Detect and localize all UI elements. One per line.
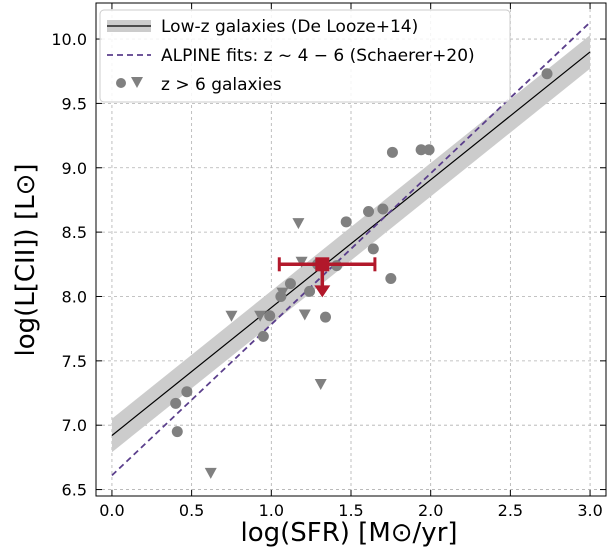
y-tick-label: 8.5 bbox=[62, 223, 87, 242]
x-tick-label: 0.5 bbox=[179, 501, 204, 520]
detection-point bbox=[284, 278, 296, 290]
y-tick-label: 7.5 bbox=[62, 352, 87, 371]
legend-label-low-z: Low-z galaxies (De Looze+14) bbox=[161, 17, 418, 37]
x-tick-label: 1.5 bbox=[338, 501, 363, 520]
detection-point bbox=[181, 386, 193, 398]
legend-triangle-marker bbox=[131, 77, 143, 88]
legend-label-alpine: ALPINE fits: z ~ 4 − 6 (Schaerer+20) bbox=[161, 46, 475, 66]
highlight-upper-limit-arrow bbox=[314, 285, 331, 298]
y-axis-label: log(L[CII]) [L⊙] bbox=[11, 163, 41, 356]
y-tick-label: 7.0 bbox=[62, 416, 87, 435]
detection-point bbox=[257, 330, 269, 342]
upper-limit-point bbox=[276, 287, 289, 299]
legend: Low-z galaxies (De Looze+14) ALPINE fits… bbox=[99, 9, 511, 103]
legend-item-z6: z > 6 galaxies bbox=[116, 75, 282, 95]
x-tick-label: 1.0 bbox=[259, 501, 284, 520]
detection-point bbox=[367, 243, 379, 255]
upper-limit-point bbox=[204, 467, 217, 479]
x-tick-label: 2.5 bbox=[498, 501, 523, 520]
x-tick-label: 3.0 bbox=[577, 501, 602, 520]
axis-ticks: 0.0 0.5 1.0 1.5 2.0 2.5 3.0 6.5 7.0 7.5 8.0 8.5 9.0 9… bbox=[51, 3, 606, 520]
upper-limit-point bbox=[254, 310, 267, 322]
low-z-fit-line bbox=[111, 51, 591, 436]
legend-item-alpine: ALPINE fits: z ~ 4 − 6 (Schaerer+20) bbox=[107, 46, 475, 66]
detection-point bbox=[423, 144, 435, 156]
x-tick-label: 0.0 bbox=[99, 501, 124, 520]
detection-point bbox=[415, 144, 427, 156]
y-tick-label: 8.0 bbox=[62, 287, 87, 306]
x-axis-label: log(SFR) [M⊙/yr] bbox=[240, 518, 457, 548]
detection-point bbox=[385, 272, 397, 284]
detection-point bbox=[363, 206, 375, 218]
legend-circle-marker bbox=[116, 78, 126, 88]
detection-point bbox=[171, 426, 183, 438]
legend-item-low-z: Low-z galaxies (De Looze+14) bbox=[107, 17, 418, 37]
fit-lines bbox=[111, 21, 591, 477]
upper-limit-point bbox=[295, 256, 308, 268]
detection-point bbox=[264, 310, 276, 322]
legend-box bbox=[99, 9, 511, 103]
detection-point bbox=[304, 285, 316, 297]
detection-point bbox=[170, 397, 182, 409]
highlight-point bbox=[277, 257, 377, 298]
y-tick-label: 6.5 bbox=[62, 481, 87, 500]
data-points bbox=[170, 68, 553, 479]
highlight-square-marker bbox=[315, 257, 330, 272]
y-tick-label: 9.0 bbox=[62, 159, 87, 178]
detection-point bbox=[320, 311, 331, 323]
legend-label-z6: z > 6 galaxies bbox=[161, 75, 282, 95]
upper-limit-point bbox=[225, 310, 238, 322]
detection-point bbox=[386, 146, 398, 158]
y-tick-label: 10.0 bbox=[51, 30, 87, 49]
detection-point bbox=[541, 68, 553, 80]
y-tick-label: 9.5 bbox=[62, 94, 87, 113]
upper-limit-point bbox=[292, 218, 305, 230]
detection-point bbox=[377, 203, 389, 215]
x-tick-label: 2.0 bbox=[418, 501, 443, 520]
upper-limit-point bbox=[314, 379, 327, 391]
detection-point bbox=[340, 216, 352, 228]
upper-limit-point bbox=[298, 309, 311, 321]
